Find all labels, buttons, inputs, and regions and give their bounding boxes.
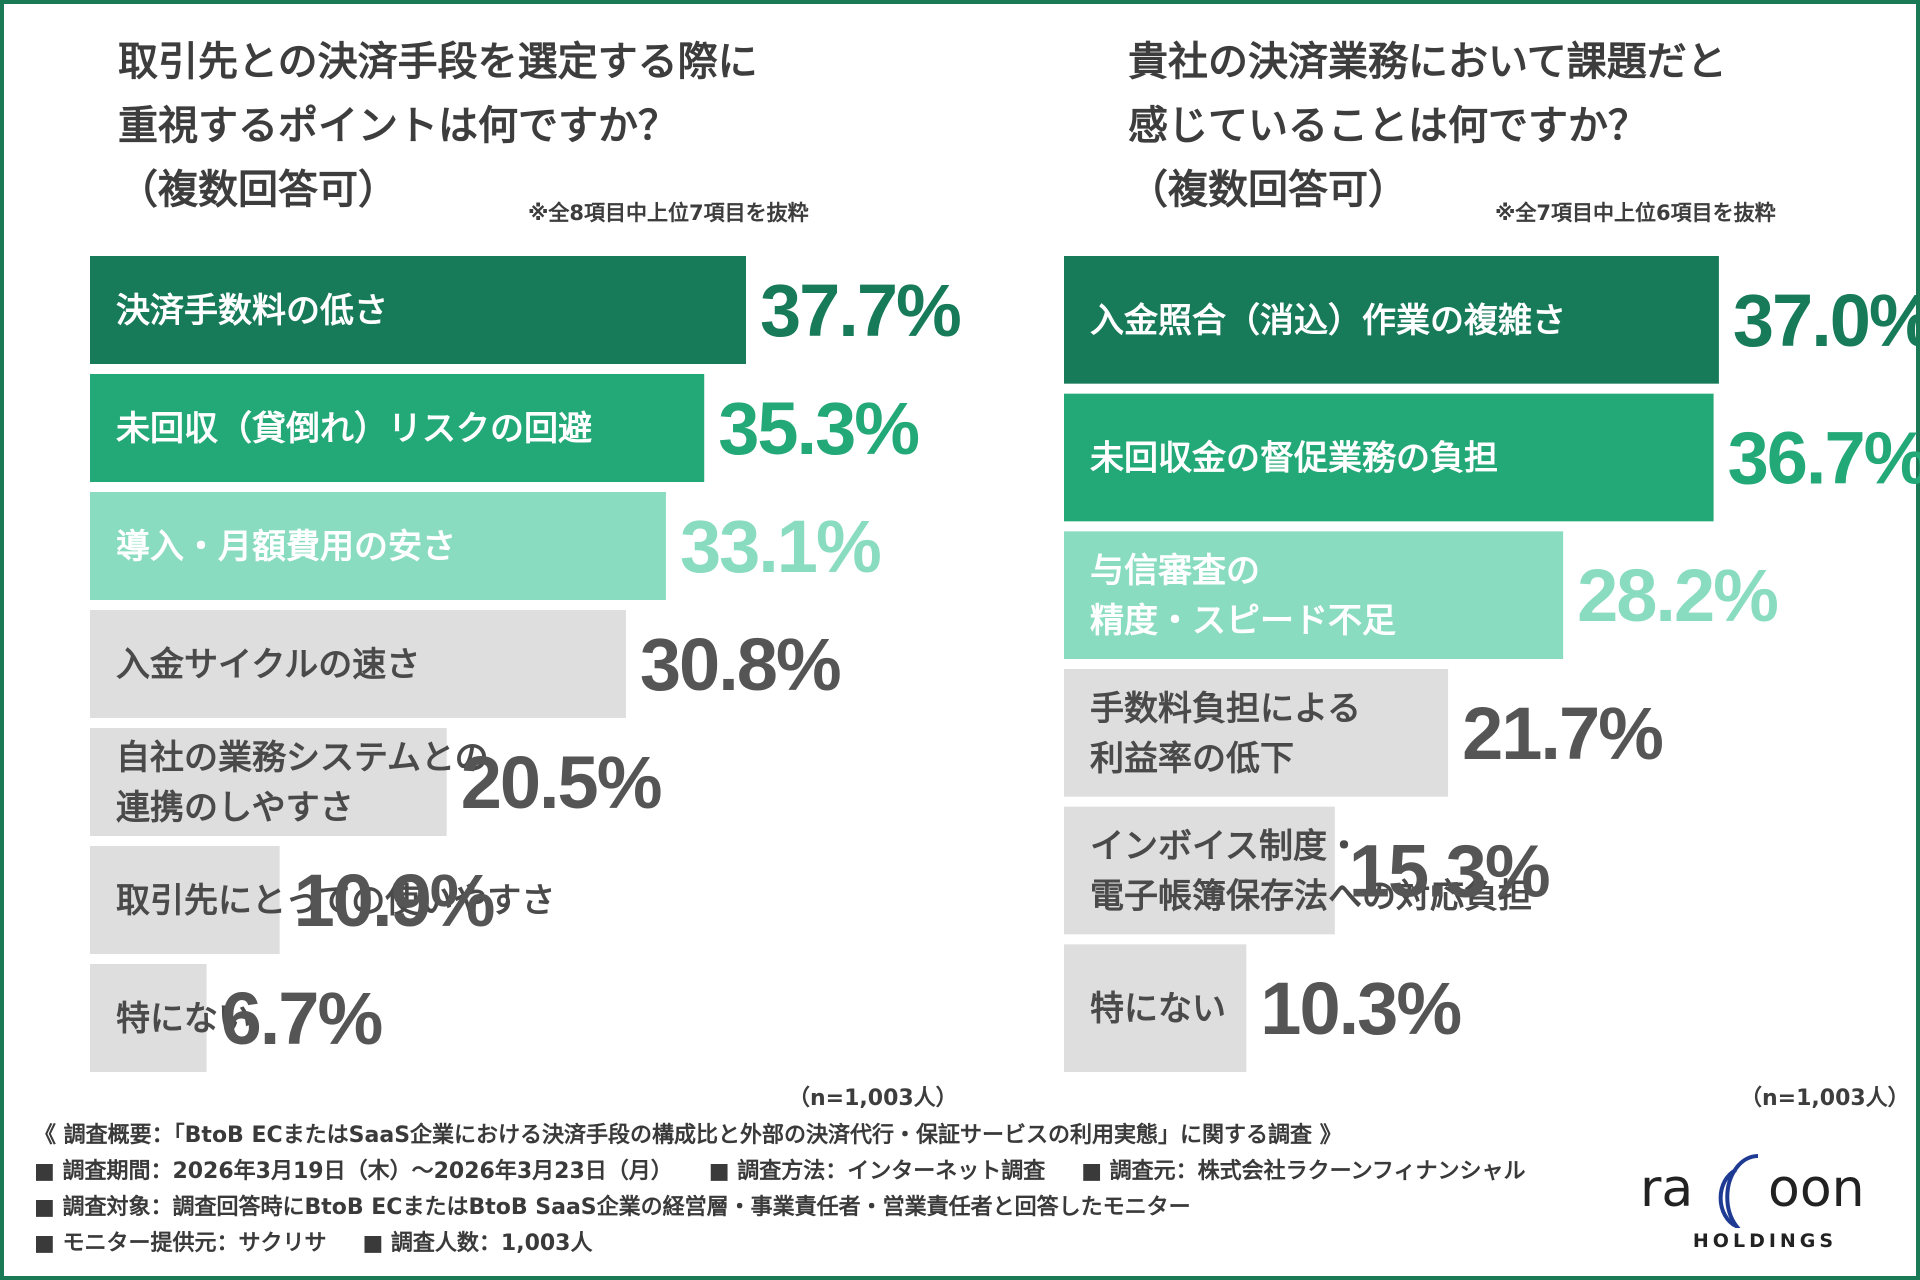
raccoon-holdings-logo: ra oon HOLDINGS	[1640, 1148, 1890, 1258]
bar-7	[90, 964, 207, 1072]
left-title-line-1: 取引先との決済手段を選定する際に	[118, 39, 758, 85]
survey-period: ■ 調査期間：2026年3月19日（木）〜2026年3月23日（月）	[34, 1159, 673, 1184]
bar-label-7: 特にない	[116, 999, 252, 1039]
value-label-1: 37.7%	[760, 269, 960, 352]
right-bar-chart: 入金照合（消込）作業の複雑さ 37.0% 未回収金の督促業務の負担 36.7% 与信審査…	[1064, 256, 1920, 1072]
value-label-2: 35.3%	[718, 387, 918, 470]
right-title-line-1: 貴社の決済業務において課題だと	[1128, 39, 1727, 85]
left-question-title: 取引先との決済手段を選定する際に 重視するポイントは何ですか？ （複数回答可）	[118, 30, 758, 222]
logo-holdings-text: HOLDINGS	[1692, 1230, 1838, 1252]
svg-text:oon: oon	[1768, 1159, 1865, 1219]
bar-6	[1064, 944, 1247, 1072]
right-title-line-2: 感じていることは何ですか？	[1128, 103, 1648, 149]
value-label-2: 36.7%	[1728, 417, 1920, 500]
left-sample-size: （n=1,003人）	[788, 1086, 958, 1111]
bar-label-6: 特にない	[1090, 989, 1226, 1029]
bar-2	[1064, 393, 1714, 522]
survey-method: ■ 調査方法：インターネット調査	[708, 1159, 1046, 1184]
bar-5	[90, 728, 447, 836]
survey-source: ■ 調査元：株式会社ラクーンフィナンシャル	[1081, 1159, 1526, 1184]
bar-6	[90, 846, 280, 954]
value-label-1: 37.0%	[1733, 279, 1920, 362]
bar-3	[1064, 531, 1564, 659]
bar-label-6: 取引先にとっての使いやすさ	[116, 881, 555, 921]
right-question-title: 貴社の決済業務において課題だと 感じていることは何ですか？ （複数回答可）	[1128, 30, 1727, 222]
value-label-3: 33.1%	[680, 505, 880, 588]
value-label-5: 20.5%	[461, 741, 661, 824]
bar-label-1: 入金照合（消込）作業の複雑さ	[1090, 301, 1566, 341]
right-note: ※全7項目中上位6項目を抜粋	[1495, 201, 1776, 225]
value-label-7: 6.7%	[221, 977, 382, 1060]
value-label-6: 10.9%	[294, 859, 494, 942]
svg-text:ra: ra	[1640, 1159, 1693, 1219]
bar-1	[90, 256, 746, 364]
survey-title: 《 調査概要：「BtoB ECまたはSaaS企業における決済手段の構成比と外部の…	[34, 1123, 1342, 1148]
survey-monitor: ■ モニター提供元：サクリサ	[34, 1231, 327, 1256]
right-title-line-3: （複数回答可）	[1128, 167, 1408, 213]
left-note: ※全8項目中上位7項目を抜粋	[528, 201, 809, 225]
survey-count: ■ 調査人数：1,003人	[362, 1231, 593, 1256]
bar-label-2: 未回収金の督促業務の負担	[1090, 439, 1498, 479]
bar-label-1: 決済手数料の低さ	[116, 291, 388, 331]
bar-4	[90, 610, 626, 718]
bar-1	[1064, 256, 1719, 384]
bar-4	[1064, 669, 1449, 797]
value-label-4: 21.7%	[1462, 692, 1662, 775]
bar-label-5: 自社の業務システムとの連携のしやすさ	[116, 738, 489, 828]
bar-label-4: 入金サイクルの速さ	[116, 645, 420, 685]
logo-mark: ra oon	[1640, 1154, 1865, 1228]
left-title-line-2: 重視するポイントは何ですか？	[118, 103, 678, 149]
value-label-4: 30.8%	[640, 623, 840, 706]
bar-label-4: 手数料負担による利益率の低下	[1090, 689, 1361, 779]
bar-3	[90, 492, 666, 600]
bar-label-5: インボイス制度・電子帳簿保存法への対応負担	[1090, 827, 1532, 917]
value-label-6: 10.3%	[1260, 967, 1460, 1050]
value-label-5: 15.3%	[1349, 830, 1549, 913]
survey-target: ■ 調査対象：調査回答時にBtoB ECまたはBtoB SaaS企業の経営層・事…	[34, 1195, 1191, 1220]
bar-2	[90, 374, 705, 482]
bar-label-3: 導入・月額費用の安さ	[116, 527, 456, 567]
survey-row-4: ■ モニター提供元：サクリサ ■ 調査人数：1,003人	[34, 1226, 1594, 1262]
bar-label-2: 未回収（貸倒れ）リスクの回避	[116, 409, 592, 449]
left-bar-chart: 決済手数料の低さ 37.7% 未回収（貸倒れ）リスクの回避 35.3% 導入・月額費用の…	[90, 256, 962, 1072]
survey-overview: 《 調査概要：「BtoB ECまたはSaaS企業における決済手段の構成比と外部の…	[34, 1118, 1594, 1262]
survey-row-2: ■ 調査期間：2026年3月19日（木）〜2026年3月23日（月） ■ 調査方法…	[34, 1154, 1594, 1190]
right-sample-size: （n=1,003人）	[1740, 1086, 1910, 1111]
value-label-3: 28.2%	[1577, 554, 1777, 637]
bar-5	[1064, 806, 1335, 935]
left-title-line-3: （複数回答可）	[118, 167, 398, 213]
bar-label-3: 与信審査の精度・スピード不足	[1090, 551, 1396, 641]
